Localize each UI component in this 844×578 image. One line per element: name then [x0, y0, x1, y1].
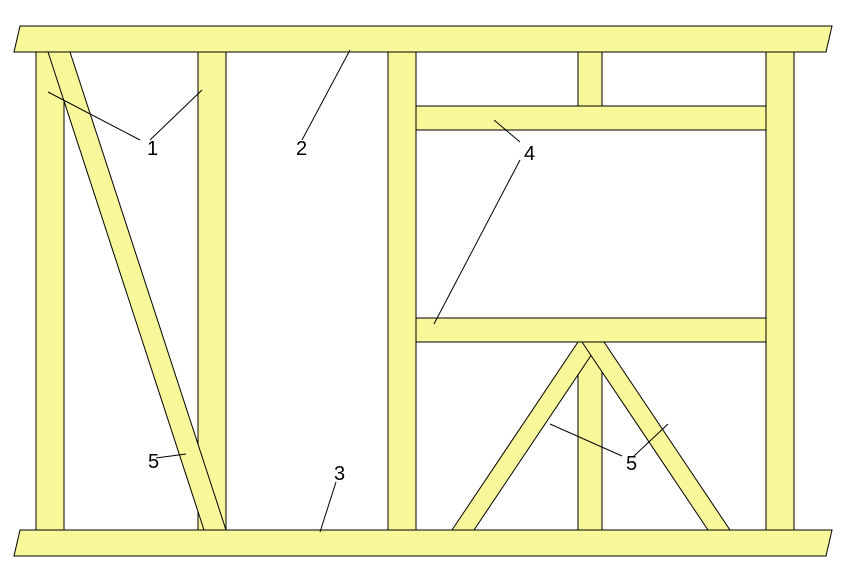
leader-4	[434, 160, 520, 324]
window-sill	[416, 318, 766, 342]
leader-2	[302, 50, 350, 140]
stud-window-mid	[578, 52, 602, 106]
stud-right-outer	[766, 52, 794, 530]
brace-lower-right	[582, 342, 730, 530]
label-5b: 5	[626, 453, 637, 475]
label-1: 1	[147, 138, 158, 160]
label-5a: 5	[148, 451, 159, 473]
stud-center	[388, 52, 416, 530]
window-header	[416, 106, 766, 130]
bottom-plate	[14, 530, 832, 556]
stud-left-outer	[36, 52, 64, 530]
label-3: 3	[334, 463, 345, 485]
label-2: 2	[296, 138, 307, 160]
top-plate	[14, 26, 832, 52]
leader-3	[320, 482, 336, 532]
leader-1	[150, 90, 202, 140]
label-4: 4	[524, 143, 535, 165]
